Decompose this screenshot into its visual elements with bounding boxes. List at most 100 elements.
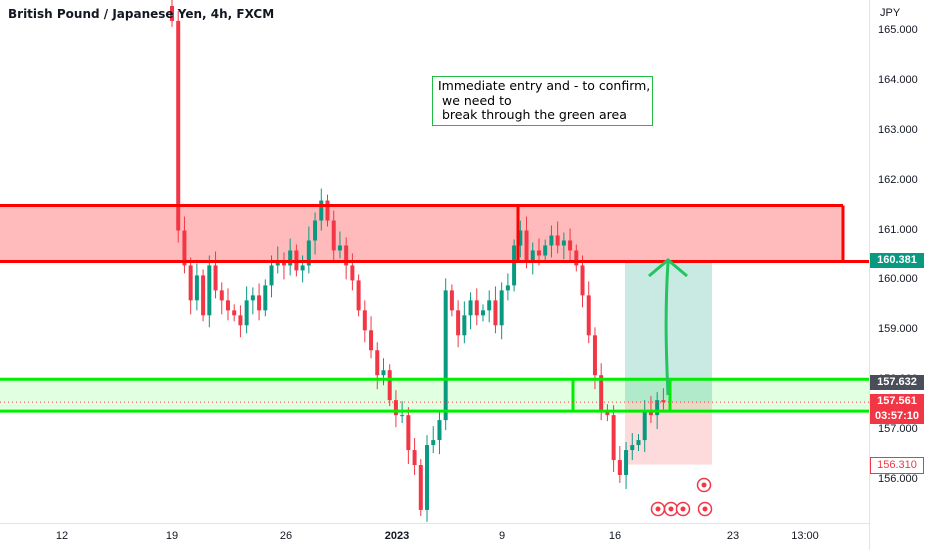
candle-body <box>400 415 405 417</box>
candle-body <box>269 265 274 286</box>
target-price-tag: 160.381 <box>870 253 924 268</box>
candle-body <box>213 265 218 291</box>
time-tick-label: 13:00 <box>791 530 819 542</box>
candle-body <box>188 265 193 301</box>
time-axis-divider <box>0 523 869 524</box>
time-tick-label: 9 <box>498 530 506 542</box>
candle-body <box>505 285 510 291</box>
candle-body <box>555 235 560 246</box>
last-price-tag: 157.561 <box>870 394 924 409</box>
candle-body <box>493 300 498 326</box>
candle-body <box>474 300 479 316</box>
support-price-tag: 157.632 <box>870 375 924 390</box>
candle-body <box>350 265 355 281</box>
candle-body <box>462 315 467 336</box>
candle-body <box>300 265 305 271</box>
candle-body <box>431 440 436 446</box>
candle-body <box>568 240 573 251</box>
candle-body <box>543 245 548 256</box>
candle-body <box>375 350 380 376</box>
candle-body <box>636 440 641 446</box>
price-tick-label: 156.000 <box>878 473 918 485</box>
annotation-text-box[interactable]: Immediate entry and - to confirm, we nee… <box>432 76 653 126</box>
candle-body <box>244 300 249 326</box>
candle-body <box>655 400 660 416</box>
candle-body <box>630 445 635 451</box>
candle-body <box>549 235 554 246</box>
candle-body <box>443 290 448 421</box>
event-marker-dot-icon <box>701 482 707 488</box>
target-arrow <box>664 261 670 396</box>
candle-body <box>362 310 367 331</box>
resistance-zone <box>0 205 843 262</box>
candle-body <box>524 230 529 261</box>
candle-body <box>449 290 454 311</box>
candle-body <box>586 295 591 336</box>
time-tick-label: 2023 <box>384 530 410 542</box>
candle-body <box>611 415 616 461</box>
candle-body <box>512 245 517 286</box>
candle-body <box>182 230 187 266</box>
candle-body <box>530 250 535 261</box>
candle-body <box>418 465 423 510</box>
time-tick-label: 12 <box>55 530 69 542</box>
candle-body <box>306 240 311 266</box>
candle-body <box>201 275 206 316</box>
time-tick-label: 26 <box>279 530 293 542</box>
candle-body <box>487 300 492 311</box>
candle-body <box>250 295 255 301</box>
candle-body <box>170 5 174 21</box>
bar-countdown-tag: 03:57:10 <box>870 409 924 424</box>
price-tick-label: 165.000 <box>878 23 918 36</box>
candle-body <box>369 330 374 351</box>
candle-body <box>207 265 212 316</box>
candle-body <box>481 310 485 316</box>
time-tick-label: 19 <box>165 530 179 542</box>
price-tick-label: 159.000 <box>878 323 918 336</box>
candle-body <box>288 250 293 266</box>
candle-body <box>561 240 566 246</box>
chart-title: British Pound / Japanese Yen, 4h, FXCM <box>8 7 275 21</box>
candle-body <box>425 445 430 510</box>
candle-body <box>219 290 224 301</box>
candle-body <box>661 400 666 403</box>
event-marker-dot-icon <box>668 506 674 512</box>
event-marker-dot-icon <box>702 506 708 512</box>
candle-body <box>325 200 330 221</box>
price-tick-label: 161.000 <box>878 223 918 236</box>
candle-body <box>238 315 243 326</box>
candle-body <box>194 275 199 301</box>
event-marker-dot-icon <box>680 506 686 512</box>
price-tick-label: 157.000 <box>878 423 918 436</box>
candle-body <box>617 460 622 476</box>
price-tick-label: 163.000 <box>878 123 918 136</box>
candle-body <box>176 20 181 231</box>
currency-label: JPY <box>880 7 901 19</box>
price-tick-label: 164.000 <box>878 73 918 86</box>
time-tick-label: 16 <box>608 530 622 542</box>
candle-body <box>518 230 523 246</box>
candle-body <box>331 220 336 251</box>
candle-body <box>356 280 361 311</box>
candle-body <box>580 265 585 296</box>
event-marker-dot-icon <box>655 506 661 512</box>
time-tick-label: 23 <box>726 530 740 542</box>
candle-body <box>313 220 318 241</box>
candle-body <box>225 300 230 311</box>
candle-body <box>387 370 392 401</box>
candle-body <box>263 285 268 311</box>
candle-body <box>337 245 342 251</box>
stop-price-tag: 156.310 <box>870 457 924 474</box>
candle-body <box>599 375 604 411</box>
candle-body <box>642 410 647 441</box>
candle-body <box>468 300 473 316</box>
candle-body <box>574 250 579 266</box>
candle-body <box>393 400 398 416</box>
candle-body <box>257 295 262 311</box>
support-zone <box>0 379 869 412</box>
candle-body <box>381 370 386 376</box>
candle-body <box>592 335 597 376</box>
candle-body <box>456 310 461 336</box>
